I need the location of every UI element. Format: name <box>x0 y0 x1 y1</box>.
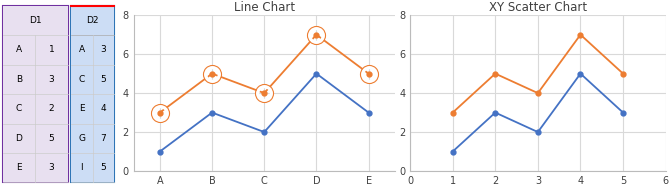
Bar <box>3 124 68 153</box>
Bar <box>3 6 68 35</box>
Title: XY Scatter Chart: XY Scatter Chart <box>489 1 587 14</box>
Text: D1: D1 <box>29 16 41 25</box>
Bar <box>71 65 114 94</box>
Text: D: D <box>15 134 22 143</box>
Bar <box>71 6 114 35</box>
Text: 3: 3 <box>100 45 106 54</box>
Text: C: C <box>16 104 22 113</box>
Text: C: C <box>79 75 85 84</box>
Text: 5: 5 <box>100 163 106 172</box>
Title: Line Chart: Line Chart <box>233 1 295 14</box>
Bar <box>3 153 68 182</box>
Text: 4: 4 <box>101 104 106 113</box>
Bar <box>71 153 114 182</box>
Text: 5: 5 <box>48 134 54 143</box>
Text: 7: 7 <box>100 134 106 143</box>
Bar <box>3 35 68 65</box>
Text: I: I <box>80 163 83 172</box>
Text: G: G <box>78 134 85 143</box>
Bar <box>3 94 68 124</box>
Bar <box>71 94 114 124</box>
Text: B: B <box>16 75 22 84</box>
Text: D2: D2 <box>86 16 99 25</box>
Text: 5: 5 <box>100 75 106 84</box>
Text: A: A <box>16 45 22 54</box>
Text: 2: 2 <box>49 104 54 113</box>
Text: 3: 3 <box>48 163 54 172</box>
Bar <box>71 35 114 65</box>
Text: 1: 1 <box>48 45 54 54</box>
Text: E: E <box>79 104 84 113</box>
Bar <box>3 65 68 94</box>
Text: 3: 3 <box>48 75 54 84</box>
Bar <box>71 124 114 153</box>
Text: A: A <box>79 45 85 54</box>
Text: E: E <box>16 163 21 172</box>
